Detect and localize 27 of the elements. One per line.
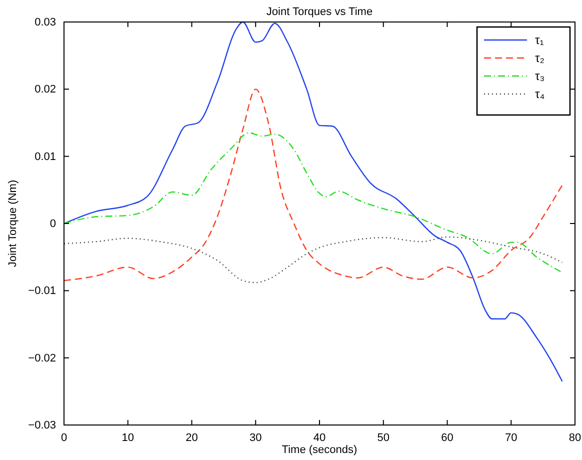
x-tick-label: 40 (313, 432, 326, 444)
legend-label: τ₃ (535, 69, 545, 83)
line-series (63, 88, 563, 282)
y-tick-label: 0.03 (34, 16, 56, 29)
legend-label: τ₄ (535, 87, 545, 101)
x-tick-label: 60 (441, 432, 454, 444)
line-series (63, 21, 563, 382)
legend-label: τ₂ (535, 51, 545, 65)
y-tick-label: −0.02 (28, 352, 56, 364)
x-tick-label: 70 (505, 432, 518, 444)
y-tick-label: −0.01 (28, 285, 56, 298)
x-tick-label: 0 (60, 432, 68, 444)
line-series (63, 236, 563, 284)
y-axis-title: Joint Torque (Nm) (7, 180, 19, 268)
x-axis-title: Time (seconds) (282, 444, 358, 456)
y-tick-label: −0.03 (28, 420, 56, 432)
line-series (63, 132, 563, 274)
y-tick-label: 0.01 (34, 150, 56, 163)
y-tick-label: 0.02 (34, 84, 56, 96)
x-tick-label: 10 (122, 432, 134, 444)
legend-label: τ₁ (535, 33, 544, 47)
x-tick-label: 30 (250, 432, 262, 444)
x-tick-label: 20 (186, 432, 198, 444)
x-tick-label: 50 (377, 432, 390, 444)
x-tick-label: 80 (568, 432, 582, 444)
y-tick-label: 0 (50, 218, 56, 230)
chart-title: Joint Torques vs Time (266, 6, 373, 18)
